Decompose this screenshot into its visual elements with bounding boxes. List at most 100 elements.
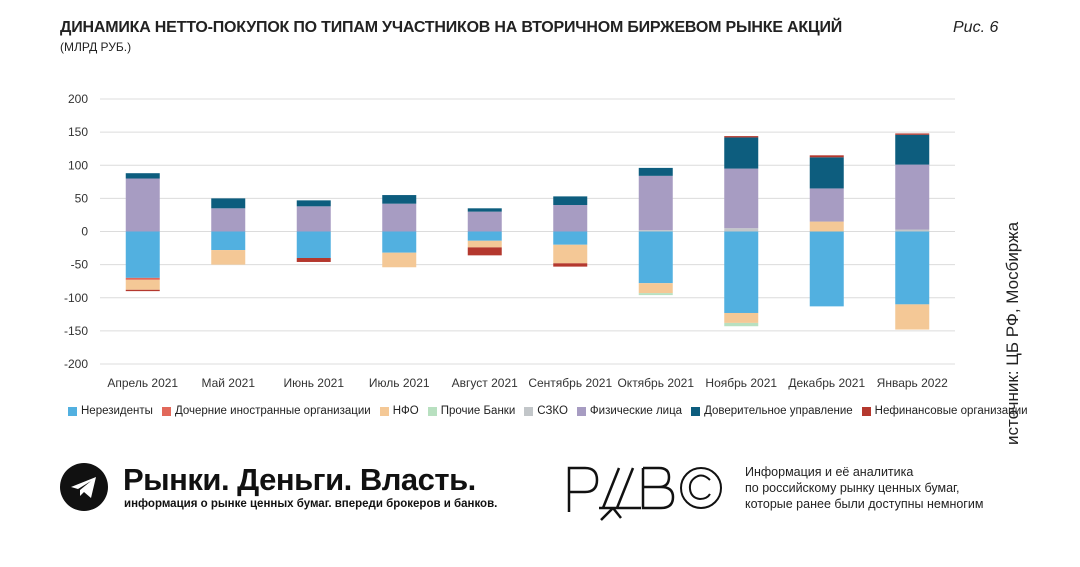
bar-segment [809,231,844,307]
x-tick-label: Декабрь 2021 [788,376,865,390]
bar-segment [724,322,759,327]
bar-segment [296,206,331,232]
bar-segment [296,231,331,258]
legend-swatch [691,406,701,416]
legend-label: Дочерние иностранные организации [174,405,371,417]
bar-segment [125,279,160,290]
legend-label: Прочие Банки [440,405,516,417]
bar-segment [125,277,160,280]
bar-segment [296,200,331,207]
bar-segment [638,293,673,296]
y-tick-label: -200 [64,357,88,371]
y-tick-label: 200 [68,92,88,106]
legend-item: Нефинансовые организации [861,405,1028,417]
legend-swatch [379,406,389,416]
legend-label: Физические лица [589,405,683,417]
y-tick-label: 100 [68,158,88,172]
legend-item: СЗКО [524,405,568,417]
footer-description-line: которые ранее были доступны немногим [745,497,984,511]
bar-segment [553,244,588,264]
bar-segment [382,203,417,232]
legend-item: Нерезиденты [68,405,153,417]
legend-swatch [427,406,437,416]
bar-segment [467,240,502,248]
y-tick-label: -100 [64,291,88,305]
legend-swatch [576,406,586,416]
legend-label: Доверительное управление [704,405,853,417]
chart-legend: Нерезиденты Дочерние иностранные организа… [68,405,1037,417]
bar-segment [467,231,502,241]
bar-segment [553,196,588,205]
bar-segment [724,168,759,229]
y-tick-label: 0 [81,225,88,239]
bar-segment [211,250,246,265]
bar-segment [467,247,502,256]
bar-segment [895,229,930,232]
legend-label: НФО [392,405,419,417]
bar-segment [638,175,673,231]
bar-segment [553,231,588,245]
legend-swatch [524,406,534,416]
bar-segment [724,137,759,169]
legend-item: Доверительное управление [691,405,853,417]
bar-segment [125,289,160,292]
source-note: источник: ЦБ РФ, Мосбиржа [1003,221,1022,445]
legend-swatch [68,406,77,416]
bar-segment [638,231,673,284]
footer-tagline: информация о рынке ценных бумаг. впереди… [124,498,498,510]
y-tick-label: -50 [71,258,89,272]
legend-label: СЗКО [537,405,568,417]
legend-swatch [861,406,871,416]
x-tick-label: Апрель 2021 [107,376,178,390]
footer-description: Информация и её аналитика по российскому… [745,464,983,512]
x-tick-label: Сентябрь 2021 [528,376,612,390]
bar-segment [724,228,759,232]
y-tick-label: 50 [75,191,89,205]
bar-segment [553,263,588,267]
legend-item: НФО [379,405,419,417]
legend-label: Нерезиденты [81,405,153,417]
bar-segment [211,208,246,232]
bar-segment [638,167,673,176]
legend-swatch [161,406,171,416]
legend-label: Нефинансовые организации [874,405,1028,417]
x-tick-label: Август 2021 [452,376,518,390]
footer-brand: Рынки. Деньги. Власть. [123,462,476,497]
y-tick-label: 150 [68,125,88,139]
bar-segment [211,231,246,251]
bar-segment [895,164,930,230]
bar-segment [125,173,160,179]
bar-segment [382,195,417,204]
bar-segment [382,231,417,253]
footer-description-line: Информация и её аналитика [745,465,914,479]
bar-segment [211,198,246,209]
chart-title: ДИНАМИКА НЕТТО-ПОКУПОК ПО ТИПАМ УЧАСТНИК… [60,19,843,36]
bar-segment [809,221,844,232]
bar-segment [638,283,673,294]
figure-label: Рис. 6 [953,19,999,36]
bar-segment [467,208,502,212]
bar-segment [724,312,759,323]
x-tick-label: Июль 2021 [369,376,430,390]
bar-segment [724,136,759,138]
x-tick-label: Май 2021 [201,376,255,390]
bar-segment [724,231,759,313]
y-tick-label: -150 [64,324,88,338]
bar-segment [809,157,844,189]
legend-item: Дочерние иностранные организации [161,405,371,417]
bar-segment [553,205,588,232]
bar-segment [382,252,417,268]
legend-item: Прочие Банки [427,405,516,417]
bar-segment [895,304,930,330]
x-tick-label: Июнь 2021 [283,376,344,390]
legend-item: Физические лица [576,405,683,417]
bar-segment [895,231,930,305]
bar-segment [467,211,502,232]
bar-segment [296,258,331,262]
x-tick-label: Январь 2022 [877,376,948,390]
bar-segment [638,230,673,232]
telegram-logo-icon[interactable] [60,463,108,511]
bar-segment [809,155,844,158]
bar-segment [125,231,160,278]
x-tick-label: Ноябрь 2021 [705,376,777,390]
